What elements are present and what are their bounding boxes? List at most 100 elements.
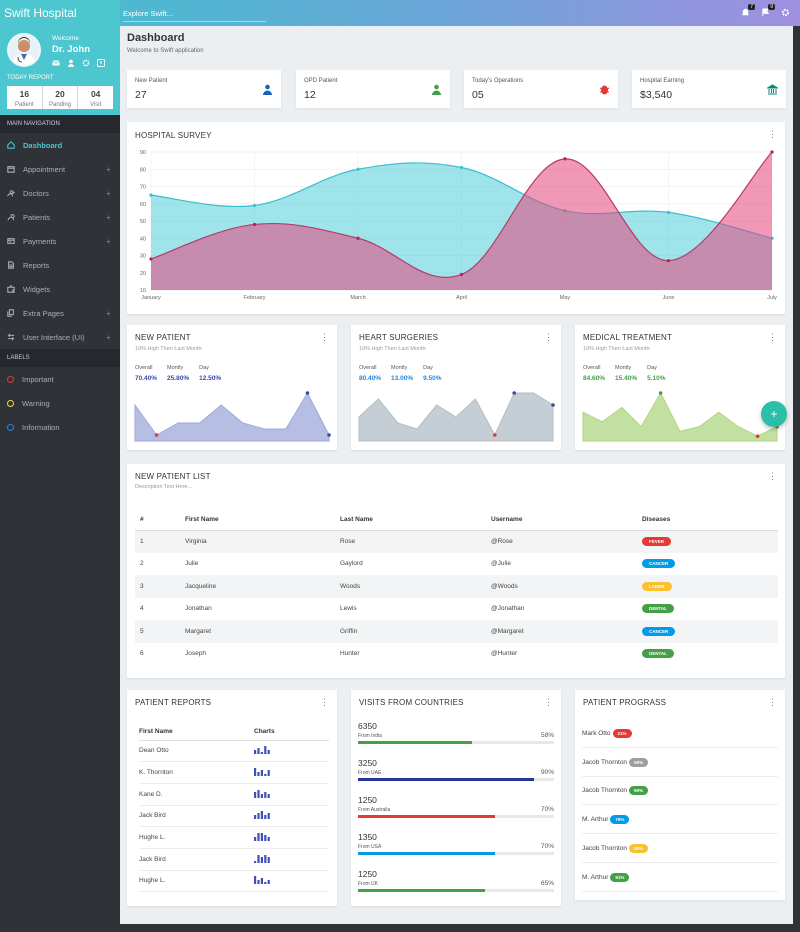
table-row[interactable]: 3 Jacqueline Woods @Woods LAKER xyxy=(135,575,778,598)
settings-icon[interactable] xyxy=(82,59,90,67)
table-row[interactable]: Jack Bird xyxy=(139,805,329,828)
more-options-icon[interactable]: ⋮ xyxy=(768,697,777,707)
bar xyxy=(267,770,270,777)
more-options-icon[interactable]: ⋮ xyxy=(544,332,553,342)
more-options-icon[interactable]: ⋮ xyxy=(320,332,329,342)
x-tick-label: February xyxy=(243,295,265,301)
card-title: MEDICAL TREATMENT xyxy=(583,333,673,342)
expand-icon[interactable]: + xyxy=(106,164,111,174)
table-row[interactable]: Hughe L. xyxy=(139,826,329,849)
more-options-icon[interactable]: ⋮ xyxy=(768,129,777,139)
table-row[interactable]: 4 Jonathan Lewis @Jonathan DENTAL xyxy=(135,598,778,621)
expand-icon[interactable]: + xyxy=(106,236,111,246)
progress-badge: 21% xyxy=(612,729,632,738)
circle-icon xyxy=(7,375,14,383)
mini-bar-chart xyxy=(254,876,270,885)
bar xyxy=(254,815,257,820)
power-icon[interactable] xyxy=(97,59,105,67)
table-row[interactable]: Dean Otto xyxy=(139,740,329,763)
kpi-value: 12 xyxy=(304,89,316,101)
visit-count: 6350 xyxy=(358,721,377,731)
expand-icon[interactable]: + xyxy=(106,332,111,342)
y-tick-label: 70 xyxy=(140,185,146,191)
table-row[interactable]: Jack Bird xyxy=(139,848,329,871)
more-options-icon[interactable]: ⋮ xyxy=(320,697,329,707)
y-tick-label: 90 xyxy=(140,150,146,156)
sidebar-item-appointment[interactable]: Appointment + xyxy=(0,157,120,181)
sidebar-item-widgets[interactable]: Widgets xyxy=(0,277,120,301)
brand-logo[interactable]: Swift Hospital xyxy=(0,0,120,26)
user-icon[interactable] xyxy=(67,59,75,67)
sidebar-item-extra-pages[interactable]: Extra Pages + xyxy=(0,301,120,325)
sidebar-item-label: Dashboard xyxy=(23,140,63,150)
expand-icon[interactable]: + xyxy=(106,212,111,222)
survey-title: HOSPITAL SURVEY xyxy=(135,131,212,140)
high-point xyxy=(658,391,663,395)
bar xyxy=(260,833,263,842)
label-important[interactable]: Important xyxy=(0,367,120,391)
progress-bar xyxy=(358,741,554,744)
bell-icon[interactable]: 7 xyxy=(740,4,755,17)
mini-card-new-patient: NEW PATIENT 10% High Then Last Month ⋮ Over… xyxy=(127,325,337,450)
avatar[interactable] xyxy=(7,33,41,67)
flag-icon[interactable]: 9 xyxy=(760,4,775,17)
more-options-icon[interactable]: ⋮ xyxy=(768,332,777,342)
end-point xyxy=(551,403,555,407)
top-bar: Swift Hospital Explore Swift... 7 9 xyxy=(0,0,800,26)
gear-icon[interactable] xyxy=(780,7,790,17)
mini-bar-chart xyxy=(254,854,270,863)
patient-progress-card: PATIENT PROGRASS ⋮ Mark Otto 21% Jacob Tho… xyxy=(575,690,785,900)
cell-name: Hughe L. xyxy=(139,826,254,849)
bar xyxy=(257,813,260,820)
table-row[interactable]: 2 Julie Gaylord @Julie CANCER xyxy=(135,553,778,576)
label-warning[interactable]: Warning xyxy=(0,391,120,415)
add-fab-button[interactable]: + xyxy=(761,401,787,427)
search-input[interactable]: Explore Swift... xyxy=(123,9,266,22)
sidebar-item-user-interface-ui[interactable]: User Interface (UI) + xyxy=(0,325,120,349)
table-row[interactable]: Kane D. xyxy=(139,783,329,806)
more-options-icon[interactable]: ⋮ xyxy=(544,697,553,707)
sidebar-item-patients[interactable]: Patients + xyxy=(0,205,120,229)
card-subtitle: 10% High Then Last Month xyxy=(583,346,650,352)
more-options-icon[interactable]: ⋮ xyxy=(768,471,777,481)
progress-fill xyxy=(358,741,472,744)
cell-first: Margaret xyxy=(185,620,340,643)
cell-num: 6 xyxy=(140,650,144,658)
table-row[interactable]: 1 Virginia Rose @Rose FEVER xyxy=(135,530,778,553)
cell-num: 4 xyxy=(140,605,144,613)
low-point xyxy=(154,433,159,437)
sidebar-item-reports[interactable]: Reports xyxy=(0,253,120,277)
sidebar-item-dashboard[interactable]: Dashboard xyxy=(0,133,120,157)
cell-name: Jack Bird xyxy=(139,805,254,828)
cell-username: @Rose xyxy=(491,530,642,553)
label-information[interactable]: Information xyxy=(0,415,120,439)
col-num: # xyxy=(135,509,185,531)
patient-list-card: NEW PATIENT LIST Description Text Here..… xyxy=(127,464,785,678)
home-icon xyxy=(7,141,15,149)
table-row[interactable]: 5 Margaret Griffin @Margaret CANCER xyxy=(135,620,778,643)
visit-country: From Australia xyxy=(358,807,391,813)
table-row[interactable]: Hughe L. xyxy=(139,870,329,893)
calendar-icon xyxy=(7,165,15,173)
progress-row: Jacob Thornton 90% xyxy=(582,777,778,806)
y-tick-label: 80 xyxy=(140,167,146,173)
cell-name: Kane D. xyxy=(139,783,254,806)
expand-icon[interactable]: + xyxy=(106,308,111,318)
sidebar-item-payments[interactable]: Payments + xyxy=(0,229,120,253)
bar xyxy=(260,752,263,755)
stat-montly: Montly 13.00% xyxy=(391,365,414,382)
mail-icon[interactable] xyxy=(52,59,60,67)
progress-row: Jacob Thornton 60% xyxy=(582,835,778,863)
card-subtitle: 10% High Then Last Month xyxy=(359,346,426,352)
expand-icon[interactable]: + xyxy=(106,188,111,198)
kpi-card-hospital-earning: Hospital Earning $3,540 xyxy=(632,70,786,108)
table-row[interactable]: K. Thornton xyxy=(139,761,329,784)
patient-reports-title: PATIENT REPORTS xyxy=(135,698,212,707)
kpi-label: New Patient xyxy=(135,78,168,84)
bar xyxy=(257,880,260,885)
sidebar-item-doctors[interactable]: Doctors + xyxy=(0,181,120,205)
y-tick-label: 10 xyxy=(140,288,146,294)
table-row[interactable]: 6 Joseph Hunter @Hunter DENTAL xyxy=(135,643,778,666)
progress-row: Jacob Thornton 50% xyxy=(582,749,778,777)
data-point xyxy=(666,259,671,263)
